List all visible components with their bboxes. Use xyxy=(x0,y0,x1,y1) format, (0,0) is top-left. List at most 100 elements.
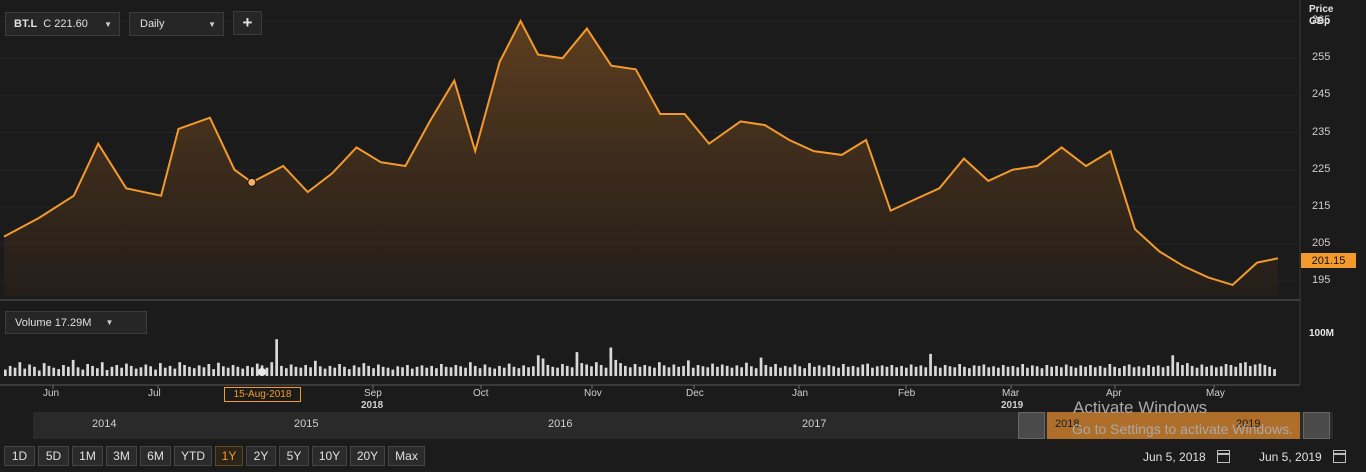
volume-bar xyxy=(720,364,724,376)
volume-bar xyxy=(759,357,763,376)
volume-bar xyxy=(527,367,530,376)
volume-bar xyxy=(241,368,245,376)
range-button-1d[interactable]: 1D xyxy=(4,446,35,466)
add-series-button[interactable]: + xyxy=(233,11,262,35)
date-from[interactable]: Jun 5, 2018 xyxy=(1143,446,1230,467)
volume-bar xyxy=(875,366,879,376)
navigator-right-handle[interactable] xyxy=(1303,412,1330,439)
volume-bar xyxy=(76,367,80,376)
volume-bar xyxy=(1200,364,1204,376)
volume-bar xyxy=(1263,365,1267,376)
range-button-6m[interactable]: 6M xyxy=(140,446,171,466)
volume-bar xyxy=(115,365,119,376)
ticker-selector[interactable]: BT.L C 221.60 ▼ xyxy=(5,12,120,36)
calendar-icon[interactable] xyxy=(1216,450,1230,463)
date-from-value: Jun 5, 2018 xyxy=(1143,449,1206,464)
volume-bar xyxy=(992,366,995,376)
volume-selector[interactable]: Volume 17.29M ▼ xyxy=(5,311,147,334)
volume-bar xyxy=(580,363,584,376)
volume-bar xyxy=(42,363,46,376)
volume-bar xyxy=(745,362,748,376)
volume-bar xyxy=(958,364,961,376)
volume-bar xyxy=(37,370,41,376)
price-tick-label: 235 xyxy=(1312,125,1331,138)
volume-bar xyxy=(1156,365,1160,376)
volume-bar xyxy=(1055,365,1058,376)
volume-bar xyxy=(178,362,182,376)
volume-bar xyxy=(774,364,777,376)
range-button-max[interactable]: Max xyxy=(388,446,425,466)
volume-bar xyxy=(1176,362,1179,376)
volume-bar xyxy=(687,360,690,376)
date-to[interactable]: Jun 5, 2019 xyxy=(1259,446,1346,467)
range-button-ytd[interactable]: YTD xyxy=(174,446,212,466)
volume-bar xyxy=(546,365,550,376)
volume-bar xyxy=(599,365,603,376)
year-label: 2019 xyxy=(1001,400,1024,411)
navigator-left-handle[interactable] xyxy=(1018,412,1045,439)
volume-bar xyxy=(1021,364,1024,376)
volume-bar xyxy=(251,367,254,376)
volume-bar xyxy=(813,366,816,376)
volume-bar xyxy=(1079,365,1083,376)
range-button-1m[interactable]: 1M xyxy=(72,446,103,466)
price-axis-title-line1: Price xyxy=(1309,4,1334,15)
volume-bar xyxy=(188,366,191,376)
navigator-selection[interactable] xyxy=(1047,412,1300,439)
volume-bar xyxy=(861,364,865,376)
volume-bar xyxy=(764,365,768,376)
volume-bar xyxy=(396,366,400,376)
price-tick-label: 205 xyxy=(1312,237,1331,249)
volume-bar xyxy=(1016,367,1020,376)
volume-bar xyxy=(556,367,559,376)
volume-bar xyxy=(1011,365,1015,376)
volume-bar xyxy=(1113,366,1116,376)
volume-bar xyxy=(1273,369,1276,376)
volume-bar xyxy=(735,365,739,376)
volume-bar xyxy=(885,366,889,376)
volume-bar xyxy=(1268,366,1271,376)
volume-bar xyxy=(653,367,656,376)
range-button-10y[interactable]: 10Y xyxy=(312,446,347,466)
volume-bar xyxy=(1069,366,1073,376)
volume-bar xyxy=(163,367,167,376)
volume-bar xyxy=(667,367,671,376)
cursor-date-label: 15-Aug-2018 xyxy=(224,387,301,402)
month-label: Oct xyxy=(473,388,489,399)
range-button-1y[interactable]: 1Y xyxy=(215,446,243,466)
volume-bar xyxy=(522,365,525,376)
volume-bar xyxy=(982,364,986,376)
interval-selector[interactable]: Daily ▼ xyxy=(129,12,224,36)
range-button-3m[interactable]: 3M xyxy=(106,446,137,466)
range-button-5d[interactable]: 5D xyxy=(38,446,69,466)
month-label: Nov xyxy=(584,388,602,399)
volume-bar xyxy=(323,368,327,376)
volume-bar xyxy=(769,366,773,376)
calendar-icon[interactable] xyxy=(1332,450,1346,463)
volume-bar xyxy=(895,367,898,376)
volume-bar xyxy=(1229,365,1233,376)
volume-bar xyxy=(309,367,312,376)
volume-bar xyxy=(948,366,952,376)
volume-bar xyxy=(1147,365,1150,376)
range-button-2y[interactable]: 2Y xyxy=(246,446,276,466)
volume-bar xyxy=(997,367,1000,376)
volume-bar xyxy=(890,365,894,376)
volume-bar xyxy=(633,364,637,376)
price-tick-label: 215 xyxy=(1312,199,1331,212)
volume-bar xyxy=(643,365,647,376)
volume-bar xyxy=(1258,363,1262,376)
volume-bar xyxy=(682,365,685,376)
volume-bar xyxy=(125,363,128,376)
range-button-5y[interactable]: 5Y xyxy=(279,446,309,466)
volume-bar xyxy=(1050,366,1053,376)
range-button-20y[interactable]: 20Y xyxy=(350,446,385,466)
volume-bar xyxy=(67,366,70,376)
volume-bar xyxy=(716,366,719,376)
month-label: Jun xyxy=(43,388,60,399)
volume-bar xyxy=(972,365,976,376)
volume-bar xyxy=(929,353,932,376)
month-label: Mar xyxy=(1002,388,1020,399)
volume-bar xyxy=(1089,365,1092,376)
price-tick-label: 195 xyxy=(1312,274,1331,287)
